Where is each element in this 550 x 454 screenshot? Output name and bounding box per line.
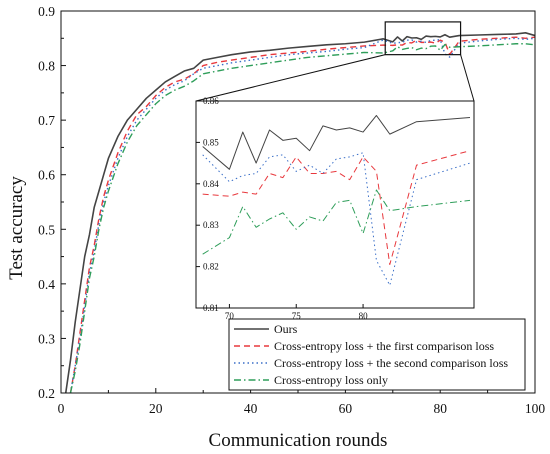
legend-label-3: Cross-entropy loss + the second comparis… xyxy=(274,356,508,370)
y-tick-label: 0.4 xyxy=(38,277,55,292)
inset-x-tick-label: 70 xyxy=(225,311,235,321)
y-tick-label: 0.2 xyxy=(38,386,55,401)
inset-series-line-3 xyxy=(202,152,471,286)
y-tick-label: 0.8 xyxy=(38,59,55,74)
inset-y-tick-label: 0.83 xyxy=(203,220,219,230)
x-tick-label: 100 xyxy=(525,401,546,416)
series-line-2 xyxy=(69,36,536,394)
legend-label-4: Cross-entropy loss only xyxy=(274,373,388,387)
legend-label-1: Ours xyxy=(274,322,298,336)
x-tick-label: 80 xyxy=(433,401,447,416)
zoom-connector-right xyxy=(460,54,475,102)
inset-x-tick-label: 75 xyxy=(292,311,302,321)
inset-plot-area: 70 75 80 0.81 0.82 0.83 0.84 0.85 0.86 xyxy=(195,96,475,321)
y-tick-label: 0.5 xyxy=(38,222,55,237)
legend-label-2: Cross-entropy loss + the first compariso… xyxy=(274,339,494,353)
inset-frame xyxy=(195,100,475,309)
inset-series-line-1 xyxy=(202,114,471,170)
y-axis-title: Test accuracy xyxy=(6,176,27,280)
series-line-3 xyxy=(69,37,536,394)
legend: Ours Cross-entropy loss + the first compa… xyxy=(228,318,526,391)
y-tick-label: 0.7 xyxy=(38,113,55,128)
x-axis-title: Communication rounds xyxy=(209,430,388,451)
y-tick-label: 0.6 xyxy=(38,168,55,183)
zoom-region-box xyxy=(384,21,462,56)
main-plot-area: 0 20 40 60 80 100 0.2 0.3 0.4 0.5 0.6 0.7 0.8 0.9 xyxy=(38,4,545,416)
inset-x-tick-label: 80 xyxy=(359,311,369,321)
y-tick-label: 0.3 xyxy=(38,331,55,346)
legend-box xyxy=(228,318,526,391)
y-tick-label: 0.9 xyxy=(38,4,55,19)
zoom-connector-left xyxy=(195,54,386,102)
inset-y-tick-label: 0.82 xyxy=(203,262,219,272)
x-tick-label: 40 xyxy=(244,401,258,416)
inset-y-tick-label: 0.81 xyxy=(203,303,219,313)
x-tick-label: 20 xyxy=(149,401,163,416)
inset-y-tick-label: 0.84 xyxy=(203,179,219,189)
x-tick-label: 0 xyxy=(58,401,65,416)
inset-series-line-2 xyxy=(202,150,471,266)
inset-series-group xyxy=(202,114,471,286)
inset-series-line-4 xyxy=(202,189,471,255)
inset-y-tick-label: 0.85 xyxy=(203,137,219,147)
x-tick-label: 60 xyxy=(339,401,353,416)
series-line-1 xyxy=(64,32,536,394)
inset-y-tick-label: 0.86 xyxy=(203,96,219,106)
